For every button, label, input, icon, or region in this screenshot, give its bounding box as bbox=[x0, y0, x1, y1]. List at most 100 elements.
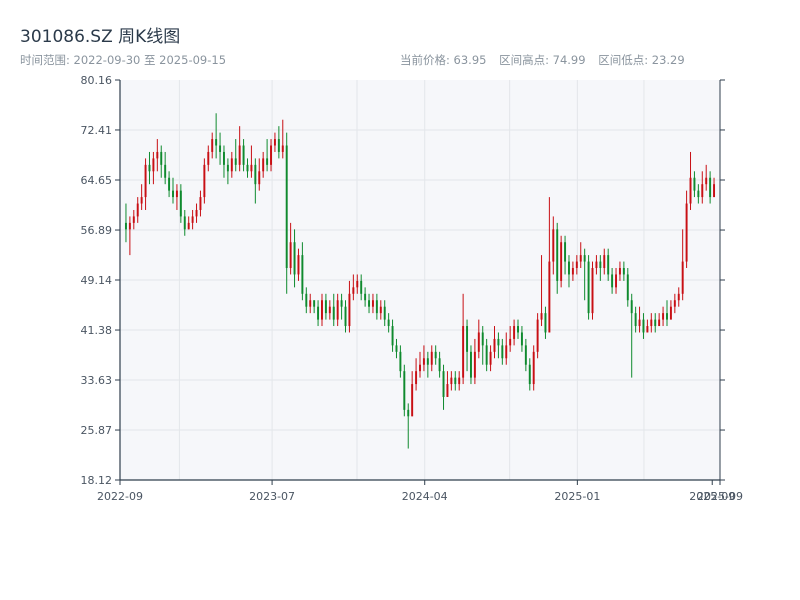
candle-body bbox=[571, 268, 574, 275]
y-tick-label: 64.65 bbox=[81, 174, 113, 187]
candle-body bbox=[618, 268, 621, 275]
candle-body bbox=[234, 158, 237, 165]
candle-body bbox=[360, 280, 363, 294]
candle-body bbox=[489, 351, 492, 365]
candle-body bbox=[273, 139, 276, 146]
candle-body bbox=[505, 345, 508, 359]
y-axis-ticks: 18.12 25.87 33.63 41.38 49.14 56.89 64.65 72.41… bbox=[81, 74, 725, 487]
candle-body bbox=[128, 222, 131, 230]
candle-body bbox=[356, 280, 359, 288]
candle-body bbox=[501, 345, 504, 359]
candle-body bbox=[132, 216, 135, 223]
candle-body bbox=[344, 306, 347, 327]
candle-body bbox=[587, 261, 590, 314]
candle-body bbox=[321, 300, 323, 320]
candle-body bbox=[305, 293, 308, 307]
candle-body bbox=[187, 222, 190, 230]
x-tick-label: 2023-07 bbox=[249, 490, 295, 503]
candle-body bbox=[599, 261, 602, 269]
candle-body bbox=[536, 319, 539, 352]
candle-body bbox=[634, 313, 637, 327]
candle-body bbox=[309, 300, 312, 307]
candle-body bbox=[422, 358, 425, 365]
candle-body bbox=[136, 203, 139, 217]
candle-body bbox=[156, 151, 159, 159]
candle-body bbox=[548, 261, 551, 333]
candle-body bbox=[466, 326, 469, 352]
candle-body bbox=[434, 351, 437, 359]
candle-body bbox=[520, 332, 523, 346]
candle-body bbox=[203, 164, 206, 198]
x-tick-label: 2024-04 bbox=[402, 490, 448, 503]
candle-body bbox=[172, 190, 174, 198]
candle-body bbox=[262, 158, 265, 172]
candle-body bbox=[497, 338, 500, 346]
candle-body bbox=[685, 203, 688, 262]
candle-body bbox=[387, 319, 390, 327]
candle-body bbox=[168, 177, 171, 191]
y-tick-label: 56.89 bbox=[81, 224, 113, 237]
current-price: 当前价格: 63.95 bbox=[400, 53, 487, 67]
candle-body bbox=[528, 364, 531, 385]
candle-body bbox=[226, 164, 229, 172]
candle-body bbox=[540, 313, 543, 320]
chart-title: 301086.SZ 周K线图 bbox=[20, 27, 181, 47]
candles bbox=[124, 113, 716, 449]
candle-body bbox=[293, 242, 296, 275]
candle-body bbox=[701, 184, 704, 198]
candle-body bbox=[438, 358, 441, 372]
range-low: 区间低点: 23.29 bbox=[598, 53, 685, 67]
stats-line: 当前价格: 63.95 区间高点: 74.99 区间低点: 23.29 bbox=[400, 52, 694, 68]
candle-body bbox=[650, 319, 653, 327]
candle-body bbox=[709, 177, 712, 198]
candle-body bbox=[281, 145, 284, 152]
candle-body bbox=[532, 351, 535, 385]
candle-body bbox=[658, 319, 661, 327]
candle-body bbox=[462, 326, 465, 378]
candle-body bbox=[493, 338, 496, 352]
candle-body bbox=[473, 351, 476, 378]
candle-body bbox=[164, 164, 167, 178]
candle-body bbox=[426, 358, 429, 365]
candle-body bbox=[336, 300, 339, 320]
candle-body bbox=[191, 216, 194, 223]
candle-body bbox=[630, 300, 633, 314]
candle-body bbox=[662, 313, 665, 320]
candle-body bbox=[583, 255, 586, 262]
candle-body bbox=[430, 351, 433, 365]
candle-body bbox=[289, 242, 292, 269]
candle-body bbox=[152, 158, 155, 172]
candle-body bbox=[230, 158, 233, 172]
candle-body bbox=[242, 145, 245, 165]
candle-body bbox=[622, 268, 625, 275]
candle-body bbox=[411, 384, 414, 417]
candle-body bbox=[446, 384, 449, 397]
candle-body bbox=[481, 332, 484, 346]
y-tick-label: 41.38 bbox=[81, 324, 113, 337]
y-tick-label: 49.14 bbox=[81, 274, 113, 287]
candle-body bbox=[611, 274, 614, 288]
candle-body bbox=[626, 274, 629, 301]
candle-body bbox=[681, 261, 684, 294]
candle-body bbox=[348, 293, 351, 327]
candle-body bbox=[697, 190, 700, 198]
candle-body bbox=[328, 306, 331, 314]
x-tick-label: 2025-09 bbox=[697, 490, 743, 503]
candle-body bbox=[579, 255, 582, 262]
candle-body bbox=[591, 268, 594, 314]
candle-body bbox=[524, 345, 527, 365]
y-tick-label: 18.12 bbox=[81, 474, 113, 487]
candle-body bbox=[175, 190, 178, 198]
candle-body bbox=[544, 313, 547, 333]
candle-body bbox=[603, 255, 606, 269]
y-tick-label: 72.41 bbox=[81, 124, 113, 137]
x-tick-label: 2025-01 bbox=[554, 490, 600, 503]
candle-body bbox=[403, 371, 406, 410]
candle-body bbox=[560, 242, 563, 281]
candle-body bbox=[375, 300, 378, 314]
range-high: 区间高点: 74.99 bbox=[499, 53, 586, 67]
candle-body bbox=[207, 151, 210, 165]
candle-body bbox=[297, 255, 300, 275]
candle-body bbox=[258, 171, 261, 185]
